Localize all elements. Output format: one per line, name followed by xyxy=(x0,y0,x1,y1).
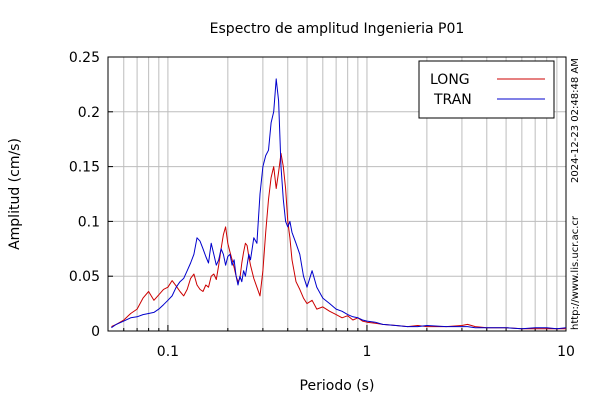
series-lines xyxy=(111,78,567,330)
y-tick-label: 0.25 xyxy=(69,50,100,66)
x-axis-label: Periodo (s) xyxy=(300,378,375,394)
grid-lines xyxy=(108,57,566,331)
y-tick-label: 0 xyxy=(91,324,100,340)
y-tick-label: 0.05 xyxy=(69,269,100,285)
source-url-label: http://www.lis.ucr.ac.cr xyxy=(570,215,581,330)
x-tick-label: 10 xyxy=(557,344,575,360)
y-tick-label: 0.2 xyxy=(78,105,100,121)
timestamp-label: 2024-12-23 02:48:48 AM xyxy=(570,58,581,183)
y-tick-label: 0.1 xyxy=(78,214,100,230)
y-axis-label: Amplitud (cm/s) xyxy=(7,138,23,250)
x-tick-label: 0.1 xyxy=(157,344,179,360)
chart-title: Espectro de amplitud Ingenieria P01 xyxy=(210,21,465,37)
legend-box xyxy=(418,60,555,119)
x-tick-label: 1 xyxy=(362,344,371,360)
legend-label-long: LONG xyxy=(430,72,470,88)
series-line-long xyxy=(111,152,566,330)
y-tick-label: 0.15 xyxy=(69,160,100,176)
plot-area-frame xyxy=(107,56,567,332)
series-line-tran xyxy=(111,78,567,330)
legend: LONG TRAN xyxy=(418,60,555,119)
legend-label-tran: TRAN xyxy=(433,92,472,108)
axis-ticks: 0 0.05 0.1 0.15 0.2 0.25 0.1 1 10 xyxy=(69,50,575,360)
